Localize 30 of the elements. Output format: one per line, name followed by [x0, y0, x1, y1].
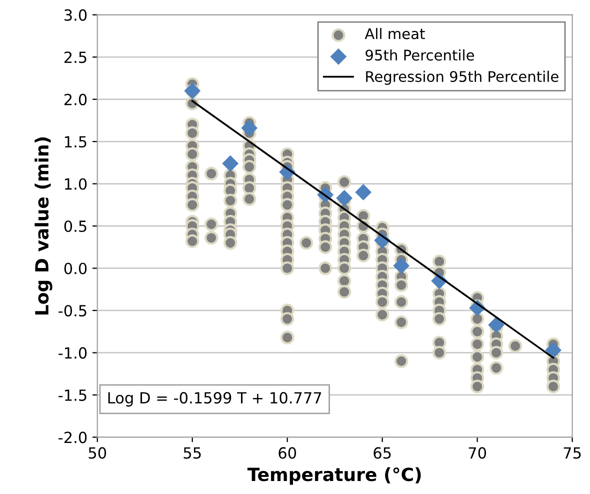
x-tick-label: 70 — [468, 447, 486, 459]
point — [355, 184, 372, 200]
x-axis-title: Temperature (°C) — [247, 467, 421, 485]
point — [222, 155, 239, 172]
y-tick-label: 0.5 — [64, 220, 86, 232]
annotation: Log D = -0.1599 T + 10.777 — [108, 392, 322, 407]
point — [241, 120, 258, 136]
y-tick-label: 2.5 — [64, 52, 86, 64]
y-tick-label: -1.0 — [58, 347, 87, 359]
y-tick-label: -0.5 — [58, 304, 86, 316]
legend-label: Regression 95th Percentile — [366, 70, 558, 85]
x-tick-label: 55 — [184, 447, 201, 459]
y-tick-label: 2.0 — [64, 94, 87, 106]
y-tick-label: 3.0 — [64, 9, 87, 21]
x-tick-label: 50 — [88, 447, 106, 459]
y-axis-title: Log D value (min) — [34, 137, 52, 314]
x-tick-label: 75 — [564, 447, 581, 459]
point — [545, 342, 562, 358]
x-tick-label: 65 — [374, 447, 391, 459]
y-tick-label: 1.5 — [65, 136, 86, 148]
legend-label: All meat — [364, 28, 425, 40]
point — [336, 190, 353, 206]
y-tick-label: -1.5 — [58, 390, 86, 401]
legend-label: 95th Percentile — [366, 49, 474, 61]
point — [393, 257, 410, 274]
x-tick-label: 60 — [278, 447, 296, 459]
y-tick-label: 0.0 — [64, 262, 87, 274]
y-tick-label: 1.0 — [65, 178, 87, 190]
y-tick-label: -2.0 — [58, 432, 87, 444]
point — [488, 316, 505, 334]
